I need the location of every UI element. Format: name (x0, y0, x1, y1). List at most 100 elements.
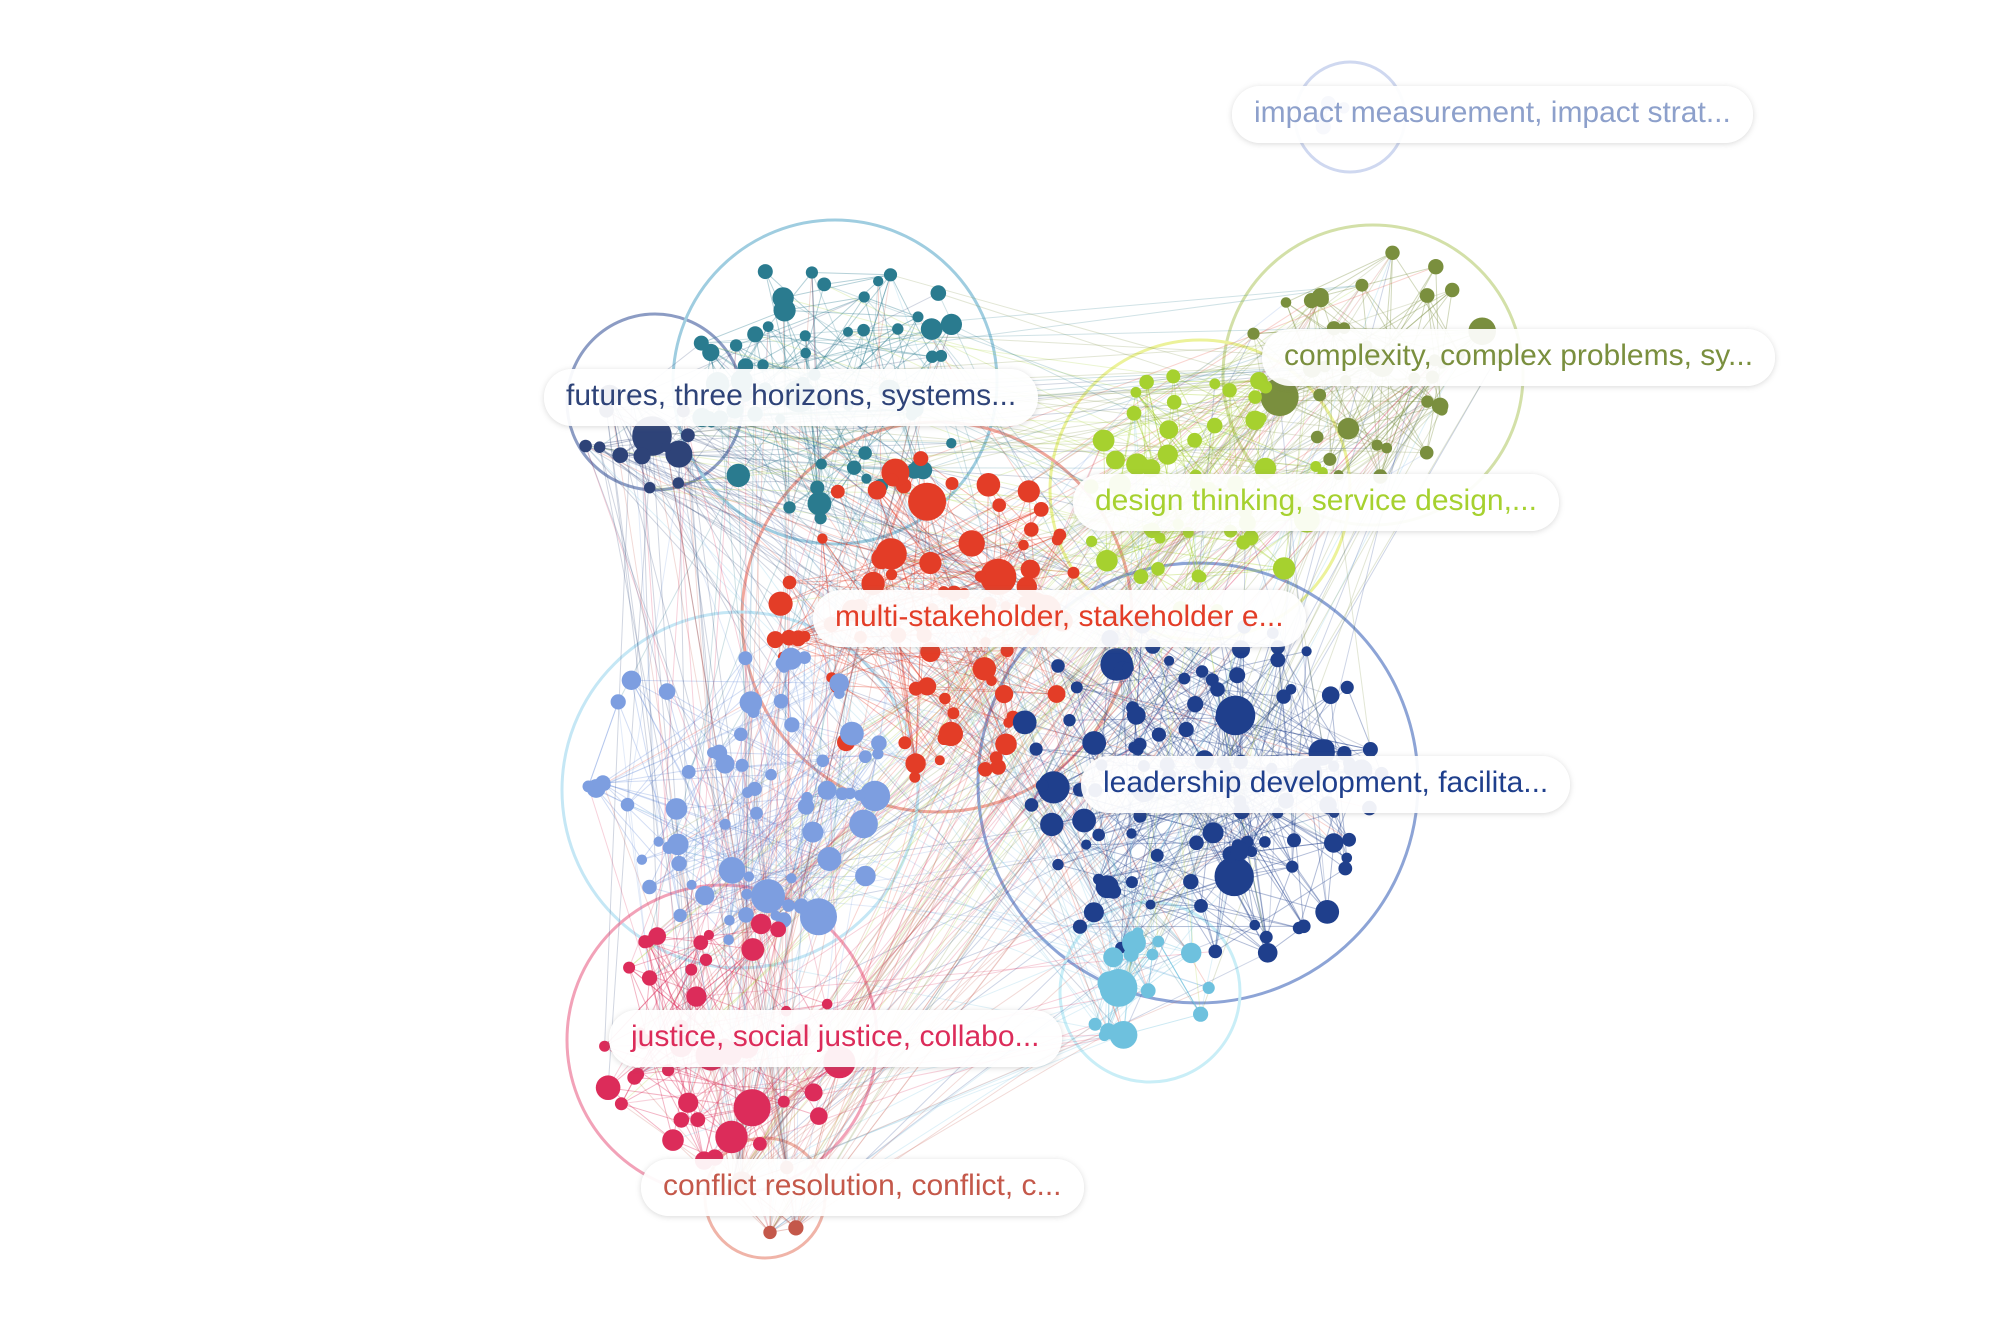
node-lightblue[interactable] (773, 693, 789, 709)
node-leadership[interactable] (1259, 930, 1273, 944)
node-teal[interactable] (935, 349, 948, 362)
node-stakeholder[interactable] (781, 629, 797, 646)
node-design[interactable] (1248, 390, 1262, 404)
node-lightblue[interactable] (817, 847, 842, 871)
node-lightblue[interactable] (642, 879, 657, 895)
node-stakeholder[interactable] (958, 530, 985, 557)
node-teal[interactable] (815, 458, 827, 470)
node-leadership[interactable] (1321, 686, 1340, 704)
node-complexity[interactable] (1312, 288, 1329, 305)
node-lightblue[interactable] (840, 721, 864, 746)
node-lightblue[interactable] (695, 885, 715, 906)
node-stakeholder[interactable] (1024, 522, 1039, 537)
node-stakeholder[interactable] (885, 568, 898, 581)
node-justice[interactable] (623, 961, 636, 974)
node-leadership[interactable] (1202, 822, 1224, 844)
node-stakeholder[interactable] (782, 575, 797, 590)
node-leadership[interactable] (1051, 659, 1065, 673)
node-stakeholder[interactable] (1017, 480, 1040, 503)
node-leadership[interactable] (1125, 876, 1138, 889)
node-leadership[interactable] (1210, 682, 1225, 697)
node-skyblue[interactable] (1202, 981, 1215, 995)
node-complexity[interactable] (1313, 388, 1327, 402)
node-skyblue[interactable] (1181, 942, 1202, 964)
node-design[interactable] (1106, 450, 1125, 470)
node-justice[interactable] (703, 929, 715, 941)
node-leadership[interactable] (1286, 860, 1299, 873)
node-design[interactable] (1126, 405, 1142, 421)
node-lightblue[interactable] (751, 879, 785, 914)
node-justice[interactable] (777, 1095, 790, 1108)
node-teal[interactable] (762, 321, 774, 332)
node-complexity[interactable] (1280, 297, 1292, 308)
node-lightblue[interactable] (786, 873, 797, 884)
cluster-label-design[interactable]: design thinking, service design,... (1073, 474, 1559, 531)
node-lightblue[interactable] (667, 833, 689, 856)
node-leadership[interactable] (1297, 919, 1311, 934)
node-lightblue[interactable] (765, 768, 777, 781)
node-teal[interactable] (912, 311, 924, 323)
node-leadership[interactable] (1362, 742, 1378, 757)
node-lightblue[interactable] (784, 717, 800, 733)
node-futures[interactable] (633, 447, 651, 465)
node-teal[interactable] (861, 473, 872, 484)
node-lightblue[interactable] (582, 780, 595, 793)
node-design[interactable] (1259, 380, 1273, 394)
node-teal[interactable] (726, 463, 750, 488)
node-stakeholder[interactable] (918, 677, 937, 696)
node-leadership[interactable] (1082, 731, 1107, 755)
node-teal[interactable] (892, 323, 904, 335)
node-justice[interactable] (595, 1075, 621, 1100)
node-teal[interactable] (940, 313, 963, 335)
node-leadership[interactable] (1341, 852, 1353, 864)
node-skyblue[interactable] (1146, 948, 1159, 961)
node-lightblue[interactable] (653, 836, 664, 847)
node-justice[interactable] (821, 998, 833, 1010)
node-stakeholder[interactable] (919, 551, 942, 575)
node-stakeholder[interactable] (939, 692, 951, 705)
node-leadership[interactable] (1132, 744, 1144, 756)
node-leadership[interactable] (1315, 739, 1335, 759)
node-teal[interactable] (814, 512, 827, 525)
node-leadership[interactable] (1338, 861, 1353, 876)
node-teal[interactable] (810, 480, 825, 495)
node-lightblue[interactable] (738, 651, 753, 666)
node-lightblue[interactable] (750, 806, 763, 820)
node-leadership[interactable] (1315, 900, 1340, 924)
node-leadership[interactable] (1178, 672, 1191, 685)
node-futures[interactable] (672, 477, 684, 489)
node-lightblue[interactable] (835, 787, 849, 801)
node-leadership[interactable] (1164, 655, 1175, 666)
node-lightblue[interactable] (775, 657, 789, 670)
node-leadership[interactable] (1246, 846, 1258, 858)
node-stakeholder[interactable] (766, 631, 784, 649)
node-leadership[interactable] (1178, 721, 1194, 738)
node-leadership[interactable] (1126, 828, 1137, 839)
node-lightblue[interactable] (673, 908, 687, 923)
node-leadership[interactable] (1270, 652, 1286, 668)
node-stakeholder[interactable] (920, 642, 941, 662)
node-complexity[interactable] (1371, 439, 1383, 451)
node-lightblue[interactable] (802, 821, 824, 843)
node-leadership[interactable] (1215, 695, 1256, 736)
node-teal[interactable] (930, 285, 947, 301)
node-complexity[interactable] (1421, 395, 1434, 408)
node-leadership[interactable] (1301, 646, 1312, 657)
node-skyblue[interactable] (1123, 947, 1139, 962)
node-leadership[interactable] (1214, 856, 1254, 897)
node-leadership[interactable] (1150, 848, 1164, 862)
node-complexity[interactable] (1385, 245, 1400, 260)
cluster-label-complexity[interactable]: complexity, complex problems, sy... (1262, 329, 1776, 386)
node-stakeholder[interactable] (974, 571, 987, 583)
node-lightblue[interactable] (793, 898, 810, 914)
node-stakeholder[interactable] (861, 571, 885, 596)
node-leadership[interactable] (1195, 665, 1209, 678)
node-stakeholder[interactable] (867, 480, 887, 500)
node-justice[interactable] (638, 935, 652, 949)
node-teal[interactable] (757, 264, 773, 280)
node-lightblue[interactable] (686, 879, 697, 890)
node-leadership[interactable] (1095, 875, 1119, 899)
node-justice[interactable] (770, 921, 786, 938)
node-leadership[interactable] (1083, 902, 1104, 923)
node-stakeholder[interactable] (992, 498, 1006, 512)
